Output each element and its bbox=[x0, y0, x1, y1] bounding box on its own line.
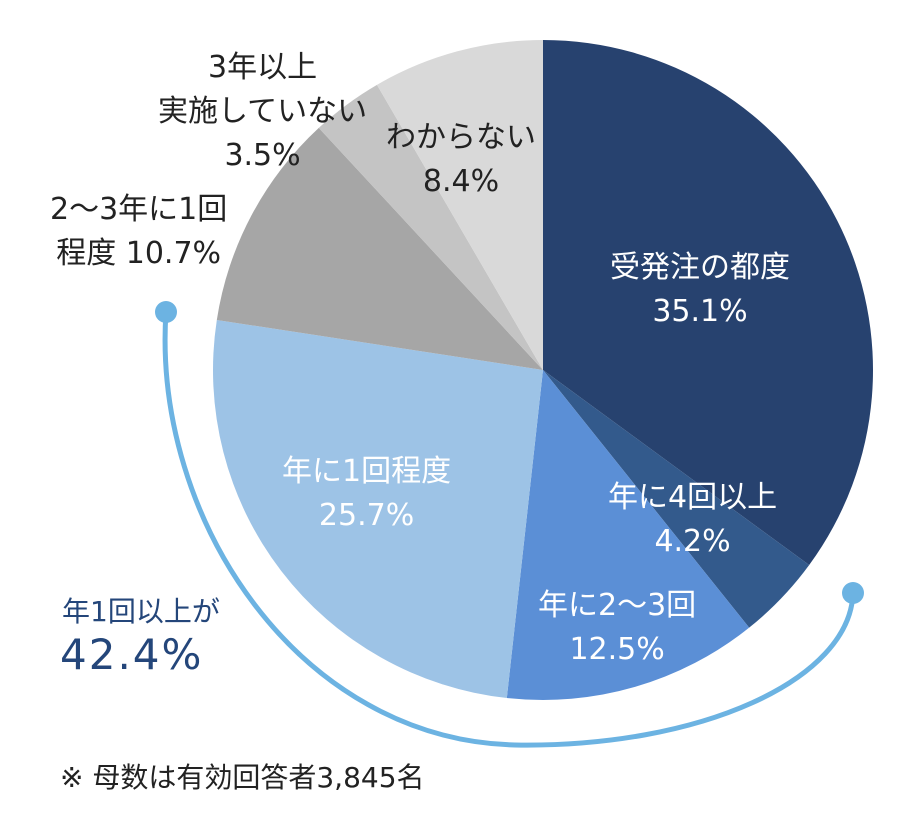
slice-label-line: 3年以上 bbox=[208, 50, 318, 85]
summary-text: 年1回以上が bbox=[62, 595, 220, 628]
summary-value: 42.4% bbox=[60, 630, 204, 679]
pie-slice-4 bbox=[216, 127, 543, 370]
slice-label-line: 年に1回程度 bbox=[282, 454, 452, 489]
slice-label-line: 年に4回以上 bbox=[608, 480, 778, 515]
summary-bracket bbox=[155, 301, 864, 748]
pie-slice-5 bbox=[318, 84, 543, 370]
slice-label-line: 実施していない bbox=[158, 94, 368, 129]
bracket-endpoint-1 bbox=[842, 582, 864, 604]
bracket-endpoint-0 bbox=[155, 301, 177, 323]
slice-label-line: 程度 10.7% bbox=[56, 236, 222, 271]
pie-slice-6 bbox=[376, 40, 543, 370]
slice-label-s2: 年に2～3回 12.5% bbox=[538, 584, 696, 672]
slice-label-line: 2～3年に1回 bbox=[50, 192, 228, 227]
slice-label-line: 3.5% bbox=[224, 138, 301, 173]
slice-label-line: 年に2～3回 bbox=[538, 588, 697, 623]
footnote: ※ 母数は有効回答者3,845名 bbox=[60, 761, 425, 794]
slice-label-line: 12.5% bbox=[569, 632, 665, 667]
slice-label-line: 受発注の都度 bbox=[610, 250, 790, 285]
pie-slices bbox=[213, 40, 873, 700]
pie-slice-3 bbox=[213, 319, 543, 699]
slice-label-line: 4.2% bbox=[654, 524, 731, 559]
bracket-arc bbox=[162, 311, 856, 748]
slice-label-s1: 年に4回以上 4.2% bbox=[608, 476, 777, 564]
pie-slice-1 bbox=[543, 370, 810, 628]
pie-slice-0 bbox=[543, 40, 873, 566]
slice-label-s5: 3年以上実施していない 3.5% bbox=[158, 46, 367, 178]
pie-slice-2 bbox=[506, 370, 750, 700]
slice-label-line: 35.1% bbox=[652, 294, 748, 329]
slice-label-s3: 年に1回程度 25.7% bbox=[282, 450, 451, 538]
slice-label-s4: 2～3年に1回 程度 10.7% bbox=[50, 188, 227, 276]
slice-label-line: 25.7% bbox=[318, 498, 415, 533]
slice-label-s6: わからない 8.4% bbox=[386, 116, 536, 204]
slice-label-s0: 受発注の都度 35.1% bbox=[610, 246, 790, 334]
slice-label-line: わからない bbox=[386, 120, 536, 155]
slice-label-line: 8.4% bbox=[422, 164, 500, 199]
